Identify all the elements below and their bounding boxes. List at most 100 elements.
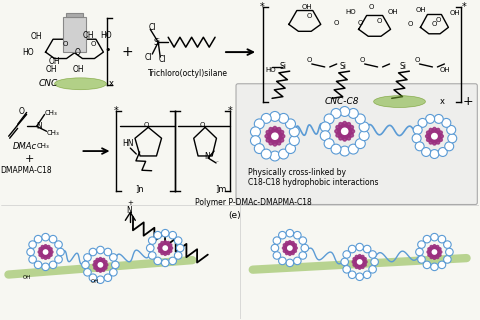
Circle shape — [154, 231, 162, 239]
Ellipse shape — [269, 128, 281, 145]
Text: O: O — [19, 107, 24, 116]
Text: O: O — [307, 13, 312, 19]
Ellipse shape — [162, 241, 168, 255]
Ellipse shape — [265, 132, 285, 140]
Text: O: O — [358, 20, 363, 26]
Text: Trichloro(octyl)silane: Trichloro(octyl)silane — [148, 69, 228, 78]
Text: ✦: ✦ — [288, 245, 292, 251]
Circle shape — [341, 127, 348, 135]
Ellipse shape — [94, 260, 107, 269]
Circle shape — [271, 244, 279, 252]
Ellipse shape — [336, 125, 353, 137]
Circle shape — [96, 276, 104, 284]
Bar — [62, 18, 86, 52]
Circle shape — [426, 115, 434, 124]
Ellipse shape — [355, 255, 364, 268]
Ellipse shape — [159, 244, 172, 252]
Ellipse shape — [341, 122, 348, 141]
Text: OH: OH — [83, 31, 94, 40]
Text: O: O — [432, 21, 437, 28]
Circle shape — [43, 249, 48, 255]
FancyArrowPatch shape — [253, 258, 467, 270]
Circle shape — [109, 254, 117, 261]
Text: ]n: ]n — [135, 184, 144, 193]
Circle shape — [286, 259, 294, 267]
Ellipse shape — [266, 130, 284, 142]
Circle shape — [369, 266, 376, 273]
Ellipse shape — [158, 245, 173, 251]
Circle shape — [434, 115, 443, 124]
Text: HO: HO — [23, 48, 34, 57]
Text: CH₃: CH₃ — [45, 110, 57, 116]
Circle shape — [445, 248, 453, 256]
Text: ✦: ✦ — [357, 260, 362, 264]
Circle shape — [356, 243, 363, 251]
Text: HO: HO — [346, 9, 356, 14]
Circle shape — [348, 144, 359, 154]
Circle shape — [418, 241, 425, 248]
Circle shape — [324, 139, 334, 148]
Text: Si: Si — [280, 62, 287, 71]
Circle shape — [359, 122, 369, 132]
Text: OH: OH — [90, 279, 99, 284]
Circle shape — [82, 261, 89, 268]
Circle shape — [278, 149, 288, 159]
Text: O: O — [360, 57, 365, 63]
Circle shape — [162, 245, 168, 251]
Text: Cl: Cl — [148, 23, 156, 32]
Text: N: N — [36, 122, 42, 131]
Text: +: + — [24, 154, 34, 164]
Text: HN: HN — [122, 139, 134, 148]
Text: ✦: ✦ — [432, 134, 437, 139]
Ellipse shape — [339, 123, 351, 140]
Circle shape — [29, 256, 36, 263]
Circle shape — [444, 241, 451, 248]
Ellipse shape — [430, 245, 439, 259]
Circle shape — [49, 261, 57, 268]
Circle shape — [415, 142, 424, 151]
Circle shape — [254, 119, 264, 129]
Text: O: O — [415, 57, 420, 63]
Text: OH: OH — [416, 6, 426, 12]
Ellipse shape — [161, 242, 170, 255]
Circle shape — [169, 257, 177, 265]
Circle shape — [89, 248, 96, 256]
Text: ⁻: ⁻ — [216, 161, 219, 166]
Text: DMAPMA-C18: DMAPMA-C18 — [0, 166, 52, 175]
Ellipse shape — [357, 254, 362, 269]
Text: x: x — [108, 79, 113, 88]
Text: CNC: CNC — [38, 79, 58, 88]
Ellipse shape — [426, 133, 444, 140]
Circle shape — [104, 248, 112, 256]
Circle shape — [289, 127, 300, 137]
Circle shape — [261, 113, 271, 123]
Circle shape — [348, 108, 359, 118]
Text: OH: OH — [72, 65, 84, 75]
Ellipse shape — [286, 242, 294, 255]
Text: O: O — [200, 122, 205, 128]
Text: N: N — [204, 151, 210, 161]
Text: O: O — [307, 57, 312, 63]
Circle shape — [294, 231, 301, 239]
Text: ]m: ]m — [215, 184, 227, 193]
Circle shape — [109, 268, 117, 276]
Circle shape — [55, 241, 62, 248]
Circle shape — [154, 257, 162, 265]
Circle shape — [355, 139, 365, 148]
Circle shape — [57, 248, 64, 256]
Circle shape — [418, 118, 427, 127]
Circle shape — [42, 233, 49, 241]
Circle shape — [161, 229, 169, 237]
Circle shape — [348, 245, 356, 253]
Circle shape — [359, 131, 369, 140]
Ellipse shape — [41, 245, 50, 259]
Text: *: * — [260, 2, 264, 12]
Ellipse shape — [287, 241, 293, 255]
Ellipse shape — [353, 258, 366, 266]
Text: Si: Si — [399, 62, 407, 71]
Circle shape — [169, 231, 177, 239]
Circle shape — [430, 149, 439, 158]
Ellipse shape — [428, 248, 441, 256]
Ellipse shape — [282, 245, 297, 251]
Ellipse shape — [93, 262, 108, 268]
